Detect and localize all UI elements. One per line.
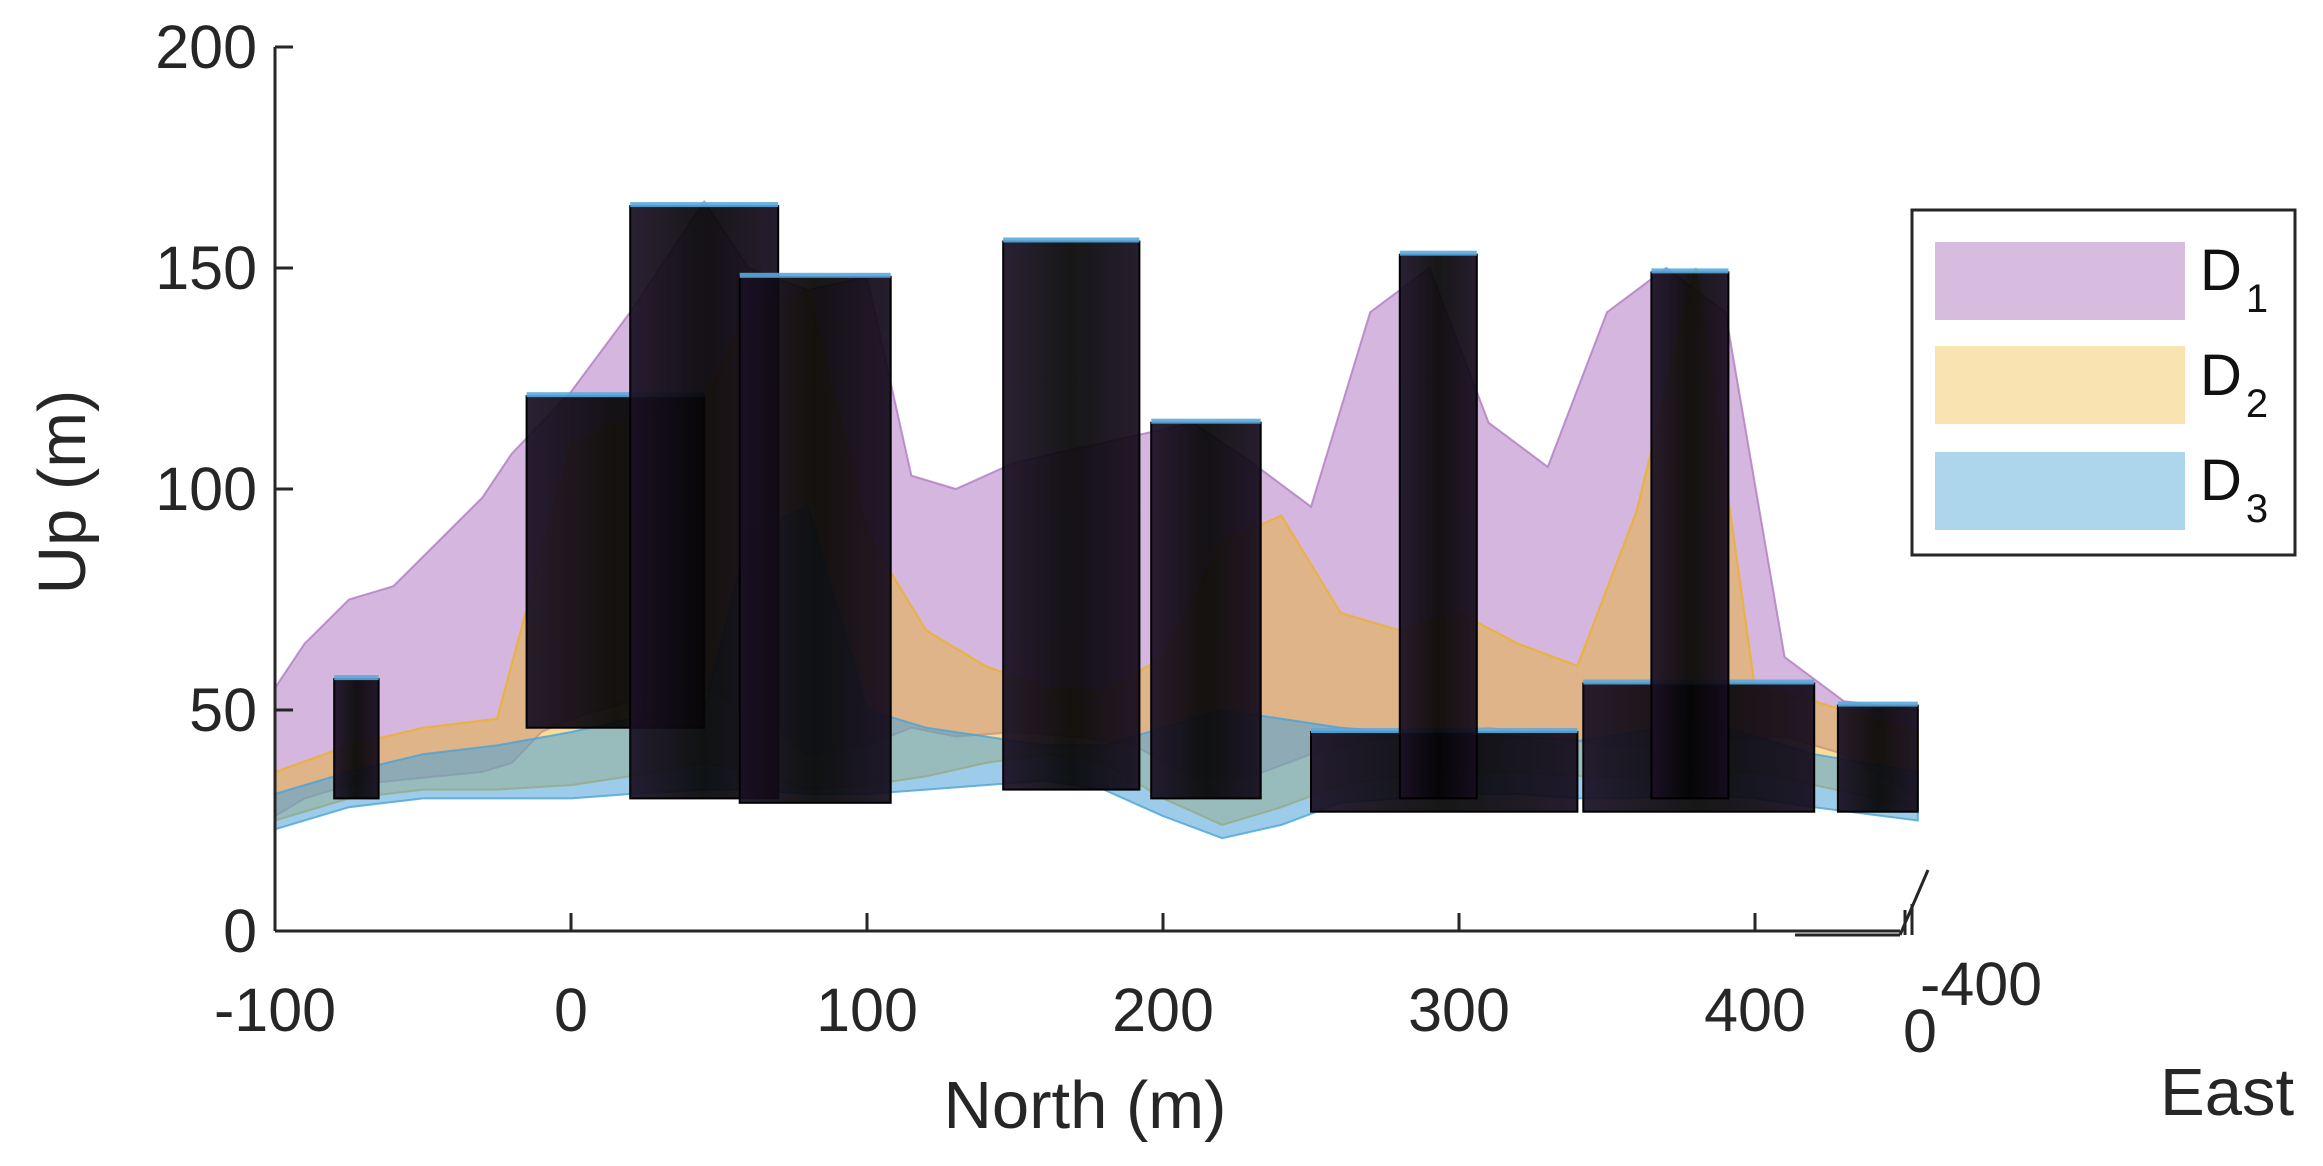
building-roof-10: [1651, 268, 1729, 274]
building-11: [1836, 704, 1919, 813]
legend-label-d1-sub: 1: [2246, 277, 2268, 321]
y-tick-label: 50: [189, 676, 257, 744]
building-4: [738, 275, 892, 804]
east-axis-title: East: [2160, 1055, 2294, 1130]
building-roof-11: [1837, 701, 1918, 707]
x-tick-label: 0: [554, 976, 588, 1044]
building-roof-8: [1399, 250, 1477, 256]
building-roof-2: [526, 392, 705, 398]
legend-swatch-d1: [1935, 242, 2185, 320]
legend-label-d3-main: D: [2200, 448, 2242, 513]
x-tick-label: -100: [214, 976, 336, 1044]
building-5: [1002, 240, 1141, 791]
y-tick-label: 100: [155, 455, 257, 523]
building-6: [1150, 421, 1262, 800]
x-tick-label: 200: [1112, 976, 1214, 1044]
y-axis-title: Up (m): [25, 390, 100, 595]
building-roof-1: [334, 675, 379, 681]
legend-label-d2-sub: 2: [2246, 382, 2268, 426]
x-tick-label: 100: [816, 976, 918, 1044]
x-tick-label: 300: [1408, 976, 1510, 1044]
legend-swatch-d3: [1935, 452, 2185, 530]
legend-swatch-d2: [1935, 346, 2185, 424]
east-tick-label: -400: [1920, 950, 2042, 1018]
building-roof-4: [739, 272, 891, 278]
plot-area: [274, 199, 1919, 840]
legend-label-d1-main: D: [2200, 238, 2242, 303]
building-1: [333, 678, 380, 800]
legend-label-d2-main: D: [2200, 343, 2242, 408]
x-axis-title: North (m): [944, 1068, 1227, 1143]
building-roof-6: [1151, 418, 1261, 424]
y-tick-label: 0: [223, 897, 257, 965]
building-10: [1650, 271, 1730, 800]
y-tick-label: 150: [155, 234, 257, 302]
east-tick-label: 0: [1903, 997, 1937, 1065]
y-tick-label: 200: [155, 13, 257, 81]
building-8: [1398, 253, 1478, 800]
building-roof-5: [1003, 237, 1140, 243]
x-tick-label: 400: [1704, 976, 1806, 1044]
building-roof-3: [630, 202, 779, 208]
legend-label-d3-sub: 3: [2246, 487, 2268, 531]
